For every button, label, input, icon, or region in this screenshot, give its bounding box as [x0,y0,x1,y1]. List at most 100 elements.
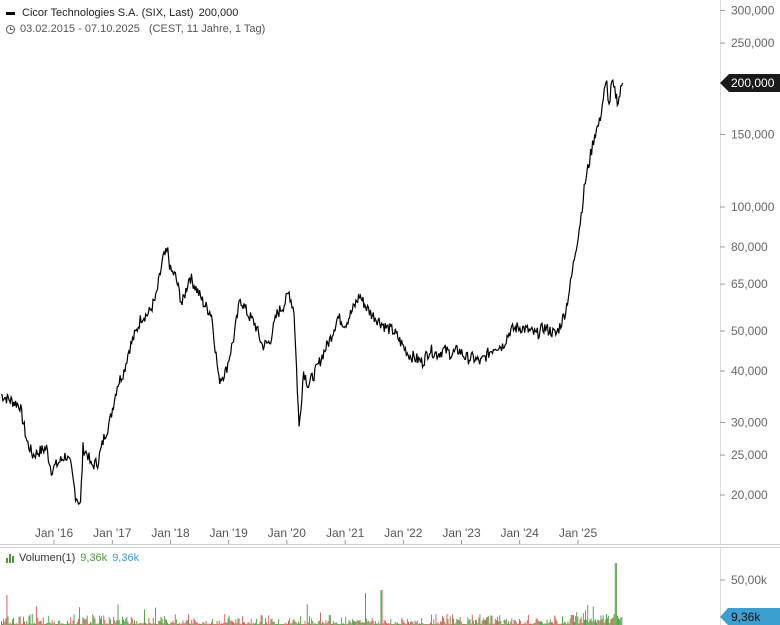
volume-bar [470,623,472,625]
volume-bar [336,622,338,625]
volume-bar [150,623,152,625]
volume-bar [565,622,567,625]
volume-bar [302,623,304,625]
volume-bar [501,623,503,625]
volume-bar [556,620,558,625]
x-tick-label: Jan '20 [268,526,307,540]
volume-bar [69,623,71,625]
volume-bar [402,619,404,625]
volume-bar [250,618,252,625]
volume-bar [6,594,8,625]
volume-bar [163,615,165,625]
volume-bar [389,623,391,625]
x-axis-ticks: Jan '16 Jan '17 Jan '18 Jan '19 Jan '20 Jan '… [35,526,597,544]
volume-bar [91,623,93,625]
volume-bar [237,618,239,625]
volume-bar [247,622,249,625]
volume-bar [371,618,373,625]
volume-bar [581,623,583,625]
volume-bar [130,616,132,625]
volume-bar [141,623,143,625]
volume-bar [240,623,242,625]
volume-bar [193,618,195,625]
volume-bar [384,620,386,625]
volume-bar [327,621,329,625]
volume-bar [50,623,52,625]
volume-bar [104,620,106,625]
volume-bar [416,620,418,625]
volume-bar [162,623,164,625]
date-range[interactable]: 03.02.2015 - 07.10.2025 [20,23,140,35]
volume-bar [268,615,270,625]
volume-bar [318,620,320,625]
volume-bar [543,623,545,625]
volume-bar [7,616,9,625]
volume-bar [52,623,54,625]
last-price-badge: 200,000 [720,74,780,92]
volume-bar [113,616,115,625]
volume-bar [46,623,47,625]
volume-bar [219,623,221,625]
volume-bar [213,623,215,625]
volume-bar [494,618,496,625]
volume-bar [238,618,240,625]
volume-bar [323,622,325,625]
volume-bar [82,617,84,625]
volume-bar [600,615,602,625]
volume-bar [498,621,500,625]
volume-bar [223,622,225,625]
volume-bar [178,623,179,625]
y-tick-label: 80,000 [731,240,768,254]
volume-bar [460,621,462,625]
volume-bar [349,621,351,625]
volume-bar [123,619,124,625]
chart-header: Cicor Technologies S.A. (SIX, Last) 200,… [6,5,265,37]
volume-bar [294,621,296,625]
volume-bar [411,621,413,625]
volume-bar [114,620,116,625]
volume-bar [304,620,306,625]
volume-bar [599,620,601,625]
volume-bar [589,619,591,625]
volume-bar [568,623,570,625]
volume-bar [399,623,401,625]
volume-bar [388,623,390,625]
volume-bar [255,622,256,625]
volume-bar [421,617,423,625]
volume-bar [333,620,335,625]
volume-bar [369,622,371,625]
volume-bar [503,619,505,625]
volume-bar [103,615,105,625]
volume-bar [298,621,299,625]
volume-bar [202,621,204,625]
volume-bar [592,606,594,625]
volume-bar [534,622,536,625]
volume-bar [194,620,196,625]
volume-bar [376,623,377,625]
volume-bar [171,622,173,625]
volume-bar [63,623,65,625]
volume-bar [564,621,566,625]
volume-bar [504,620,506,625]
volume-bar [248,622,250,625]
volume-bar [453,618,454,625]
volume-bar [577,616,579,625]
volume-bar [590,618,592,625]
volume-bar [273,621,275,625]
price-series-line [0,78,624,505]
volume-bar [542,622,544,625]
volume-bar [41,623,43,625]
volume-bar [222,623,223,625]
volume-bar [188,614,189,625]
volume-bar [524,621,526,625]
volume-bar [447,618,449,625]
volume-bar [435,614,437,625]
volume-bar [26,621,28,625]
volume-bar [230,620,232,625]
volume-bar [366,618,368,625]
volume-bar [601,619,603,625]
volume-bar [573,614,574,625]
volume-bar [309,616,310,625]
volume-bar [485,620,486,625]
